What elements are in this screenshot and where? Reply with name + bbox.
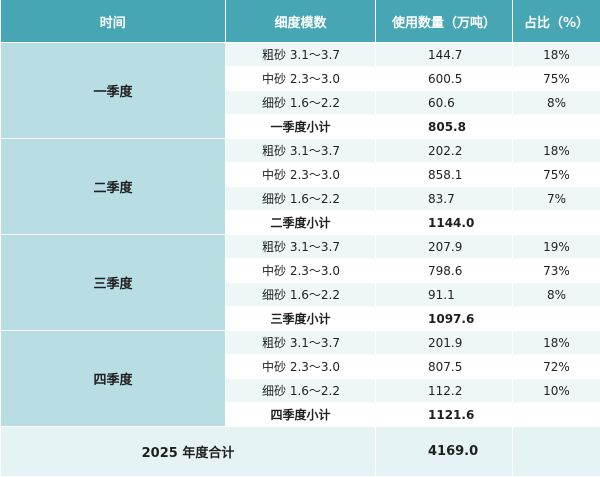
quantity-cell: 112.2 bbox=[376, 379, 513, 403]
total-label: 2025 年度合计 bbox=[1, 427, 376, 477]
table-row: 三季度 粗砂 3.1～3.7 207.9 19% bbox=[1, 235, 600, 259]
subtotal-value: 805.8 bbox=[376, 115, 513, 139]
share-cell: 8% bbox=[513, 91, 600, 115]
quantity-cell: 201.9 bbox=[376, 331, 513, 355]
fineness-cell: 细砂 1.6～2.2 bbox=[226, 91, 376, 115]
header-quantity: 使用数量（万吨） bbox=[376, 0, 513, 43]
header-time: 时间 bbox=[1, 0, 226, 43]
total-value: 4169.0 bbox=[376, 427, 513, 477]
share-cell: 7% bbox=[513, 187, 600, 211]
quantity-cell: 600.5 bbox=[376, 67, 513, 91]
fineness-cell: 粗砂 3.1～3.7 bbox=[226, 235, 376, 259]
fineness-cell: 中砂 2.3～3.0 bbox=[226, 67, 376, 91]
header-row: 时间 细度模数 使用数量（万吨） 占比（%） bbox=[1, 0, 600, 43]
header-share: 占比（%） bbox=[513, 0, 600, 43]
share-cell: 75% bbox=[513, 163, 600, 187]
subtotal-value: 1121.6 bbox=[376, 403, 513, 427]
share-cell: 18% bbox=[513, 331, 600, 355]
total-row: 2025 年度合计 4169.0 bbox=[1, 427, 600, 477]
share-cell: 72% bbox=[513, 355, 600, 379]
quantity-cell: 83.7 bbox=[376, 187, 513, 211]
quarter-cell: 二季度 bbox=[1, 139, 226, 235]
empty-cell bbox=[513, 427, 600, 477]
share-cell: 75% bbox=[513, 67, 600, 91]
fineness-cell: 粗砂 3.1～3.7 bbox=[226, 139, 376, 163]
fineness-cell: 粗砂 3.1～3.7 bbox=[226, 331, 376, 355]
quantity-cell: 91.1 bbox=[376, 283, 513, 307]
share-cell: 73% bbox=[513, 259, 600, 283]
table-row: 四季度 粗砂 3.1～3.7 201.9 18% bbox=[1, 331, 600, 355]
fineness-cell: 粗砂 3.1～3.7 bbox=[226, 43, 376, 67]
fineness-cell: 中砂 2.3～3.0 bbox=[226, 355, 376, 379]
quantity-cell: 807.5 bbox=[376, 355, 513, 379]
share-cell: 19% bbox=[513, 235, 600, 259]
quantity-cell: 202.2 bbox=[376, 139, 513, 163]
quantity-cell: 207.9 bbox=[376, 235, 513, 259]
subtotal-label: 三季度小计 bbox=[226, 307, 376, 331]
share-cell: 18% bbox=[513, 43, 600, 67]
fineness-cell: 细砂 1.6～2.2 bbox=[226, 187, 376, 211]
quantity-cell: 60.6 bbox=[376, 91, 513, 115]
table-row: 二季度 粗砂 3.1～3.7 202.2 18% bbox=[1, 139, 600, 163]
quantity-cell: 858.1 bbox=[376, 163, 513, 187]
empty-cell bbox=[513, 403, 600, 427]
quantity-cell: 144.7 bbox=[376, 43, 513, 67]
fineness-cell: 中砂 2.3～3.0 bbox=[226, 259, 376, 283]
share-cell: 18% bbox=[513, 139, 600, 163]
quarter-cell: 一季度 bbox=[1, 43, 226, 139]
subtotal-value: 1097.6 bbox=[376, 307, 513, 331]
quarter-cell: 三季度 bbox=[1, 235, 226, 331]
empty-cell bbox=[513, 115, 600, 139]
subtotal-label: 二季度小计 bbox=[226, 211, 376, 235]
share-cell: 10% bbox=[513, 379, 600, 403]
fineness-cell: 细砂 1.6～2.2 bbox=[226, 283, 376, 307]
empty-cell bbox=[513, 307, 600, 331]
subtotal-label: 四季度小计 bbox=[226, 403, 376, 427]
quarter-cell: 四季度 bbox=[1, 331, 226, 427]
header-fineness: 细度模数 bbox=[226, 0, 376, 43]
table-row: 一季度 粗砂 3.1～3.7 144.7 18% bbox=[1, 43, 600, 67]
fineness-cell: 细砂 1.6～2.2 bbox=[226, 379, 376, 403]
quantity-cell: 798.6 bbox=[376, 259, 513, 283]
share-cell: 8% bbox=[513, 283, 600, 307]
fineness-cell: 中砂 2.3～3.0 bbox=[226, 163, 376, 187]
subtotal-value: 1144.0 bbox=[376, 211, 513, 235]
empty-cell bbox=[513, 211, 600, 235]
subtotal-label: 一季度小计 bbox=[226, 115, 376, 139]
